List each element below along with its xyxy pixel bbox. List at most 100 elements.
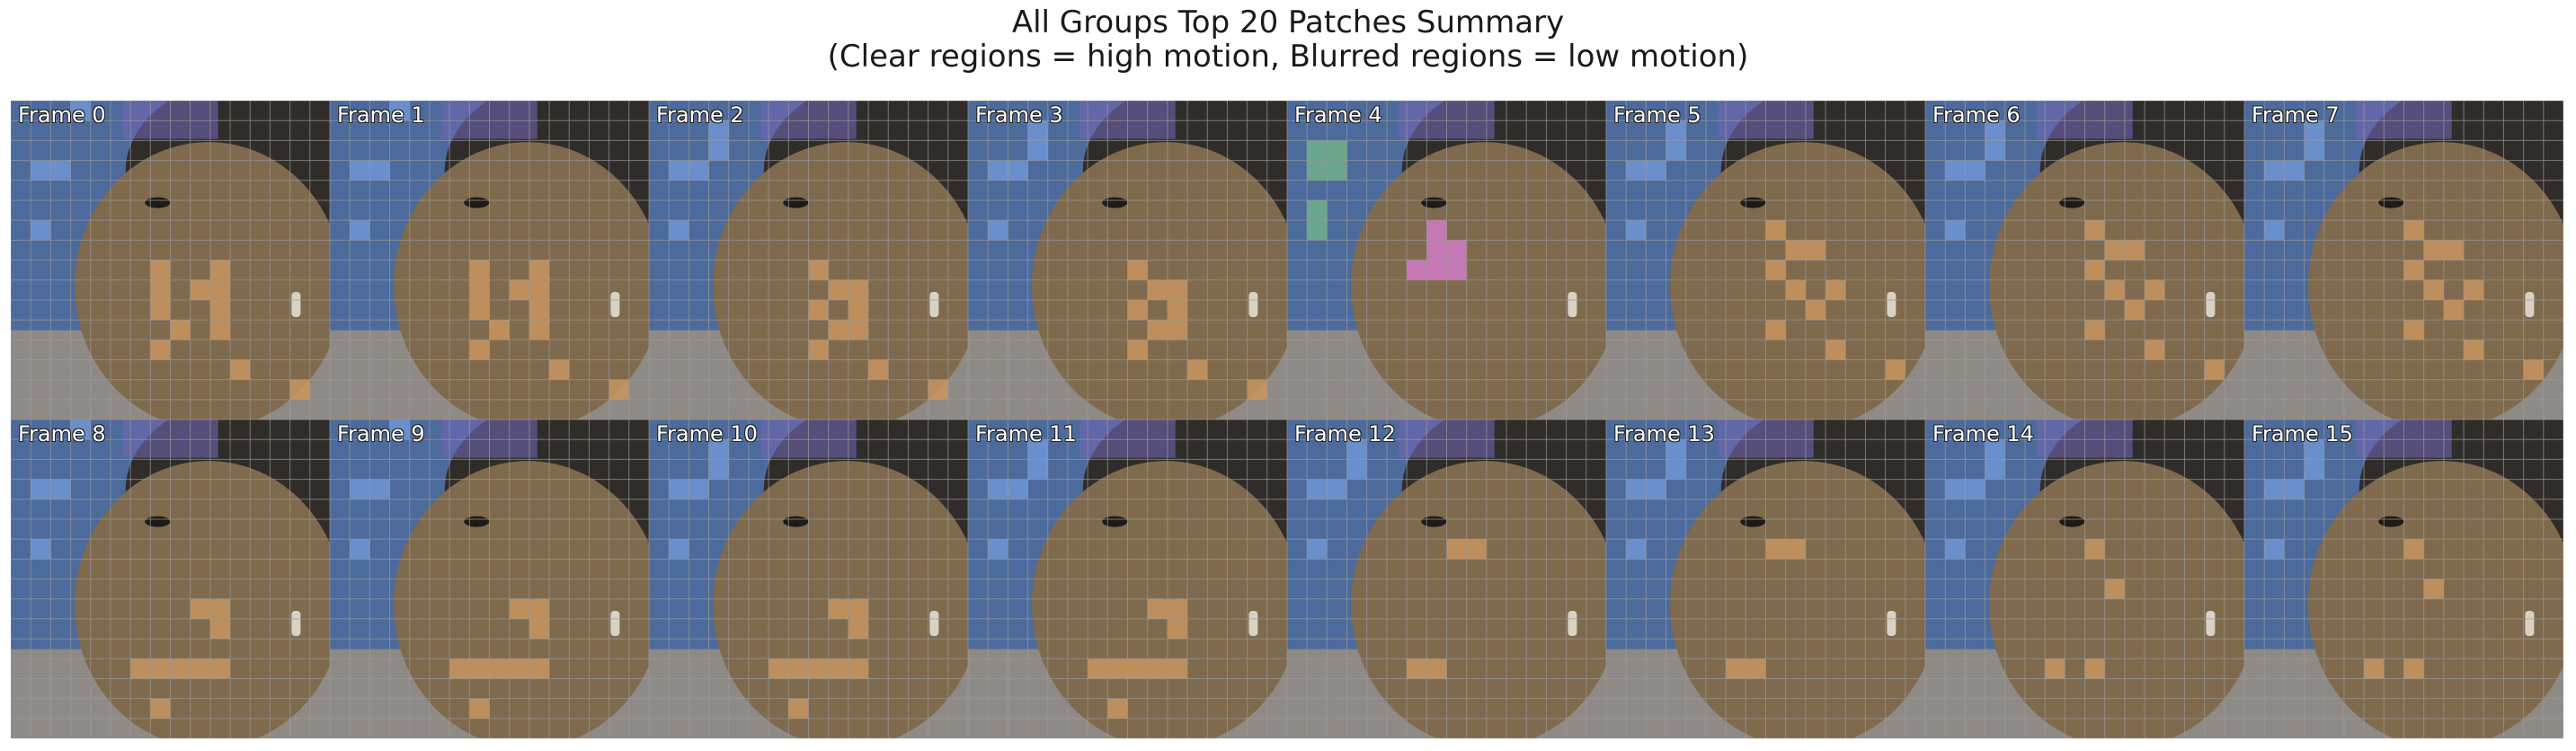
title-line-1: All Groups Top 20 Patches Summary <box>1011 4 1565 40</box>
blue-patch <box>31 479 51 499</box>
orange-patch <box>1187 359 1208 380</box>
orange-patch <box>2145 340 2165 360</box>
blue-patch <box>2284 160 2305 181</box>
blue-patch <box>1965 479 1985 499</box>
orange-patch <box>808 260 829 280</box>
blue-patch <box>1027 120 1048 141</box>
orange-patch <box>2403 320 2424 340</box>
pink-patch <box>1446 240 1467 261</box>
blue-patch <box>1626 220 1647 241</box>
orange-patch <box>1167 320 1188 340</box>
orange-patch <box>808 299 829 321</box>
green-patch <box>1327 160 1347 181</box>
orange-patch <box>1107 658 1128 679</box>
orange-patch <box>529 598 550 619</box>
orange-patch <box>2403 260 2424 280</box>
earring-shape <box>610 611 620 636</box>
blue-patch <box>688 479 709 499</box>
eye-shape <box>2059 516 2085 527</box>
green-patch <box>1307 140 1328 161</box>
frame-label: Frame 8 <box>18 421 106 446</box>
orange-patch <box>848 320 869 340</box>
earring-shape <box>2525 611 2535 636</box>
pink-patch <box>1407 260 1427 280</box>
blue-patch <box>1307 479 1328 499</box>
orange-patch <box>2104 240 2125 261</box>
orange-patch <box>1466 539 1487 560</box>
blue-patch <box>1666 120 1686 141</box>
orange-patch <box>190 658 210 679</box>
orange-patch <box>529 618 550 640</box>
frame-image <box>2244 101 2563 420</box>
frame-grid: Frame 0 Frame 1 Frame 2 Frame 3 Frame 4 Frame… <box>11 101 2567 740</box>
orange-patch <box>150 279 171 300</box>
frame-label: Frame 11 <box>975 421 1077 446</box>
blue-patch <box>669 160 689 181</box>
blue-patch <box>1985 439 2005 460</box>
orange-patch <box>788 658 809 679</box>
frame-label: Frame 4 <box>1294 102 1382 128</box>
blue-patch <box>1626 479 1647 499</box>
orange-patch <box>230 359 251 380</box>
eye-shape <box>1421 516 1447 527</box>
orange-patch <box>828 320 848 340</box>
earring-shape <box>1887 611 1896 636</box>
orange-patch <box>1167 598 1188 619</box>
pink-patch <box>1426 240 1447 261</box>
orange-patch <box>2423 579 2444 599</box>
frame-image <box>1287 420 1606 738</box>
orange-patch <box>1765 260 1786 280</box>
orange-patch <box>1765 320 1786 340</box>
frame-tile: Frame 5 <box>1606 101 1925 420</box>
blue-patch <box>350 220 370 241</box>
blue-patch <box>988 539 1008 560</box>
blue-patch <box>389 420 410 440</box>
orange-patch <box>489 658 510 679</box>
orange-patch <box>209 598 231 619</box>
orange-patch <box>529 658 550 679</box>
orange-patch <box>150 658 171 679</box>
orange-patch <box>848 299 869 321</box>
face-shape <box>1351 142 1606 420</box>
orange-patch <box>1088 658 1108 679</box>
orange-patch <box>828 598 848 619</box>
orange-patch <box>509 279 529 300</box>
orange-patch <box>808 340 829 360</box>
orange-patch <box>509 598 529 619</box>
earring-shape <box>610 292 620 317</box>
orange-patch <box>2124 240 2145 261</box>
frame-tile: Frame 2 <box>649 101 968 420</box>
orange-patch <box>1107 698 1128 719</box>
blue-patch <box>1945 539 1966 560</box>
orange-patch <box>2464 340 2484 360</box>
blue-patch <box>1346 459 1367 480</box>
frame-image <box>1606 420 1925 738</box>
orange-patch <box>768 658 789 679</box>
orange-patch <box>1745 658 1766 679</box>
earring-shape <box>1568 611 1577 636</box>
orange-patch <box>1147 598 1168 619</box>
orange-patch <box>2523 359 2544 380</box>
blue-patch <box>2284 479 2305 499</box>
orange-patch <box>2084 220 2105 241</box>
orange-patch <box>2045 658 2065 679</box>
blue-patch <box>1666 140 1686 161</box>
blue-patch <box>2304 120 2324 141</box>
blue-patch <box>1027 439 1048 460</box>
orange-patch <box>1167 299 1188 321</box>
orange-patch <box>1127 340 1148 360</box>
orange-patch <box>1127 658 1148 679</box>
frame-tile: Frame 1 <box>330 101 649 420</box>
blue-patch <box>369 479 390 499</box>
frame-label: Frame 1 <box>337 102 425 128</box>
orange-patch <box>1765 539 1786 560</box>
frame-image <box>1606 101 1925 420</box>
orange-patch <box>529 260 550 280</box>
blue-patch <box>2264 539 2285 560</box>
orange-patch <box>190 279 210 300</box>
orange-patch <box>469 299 490 321</box>
earring-shape <box>2206 292 2216 317</box>
blue-patch <box>1985 120 2005 141</box>
frame-image <box>330 420 649 738</box>
earring-shape <box>929 292 939 317</box>
